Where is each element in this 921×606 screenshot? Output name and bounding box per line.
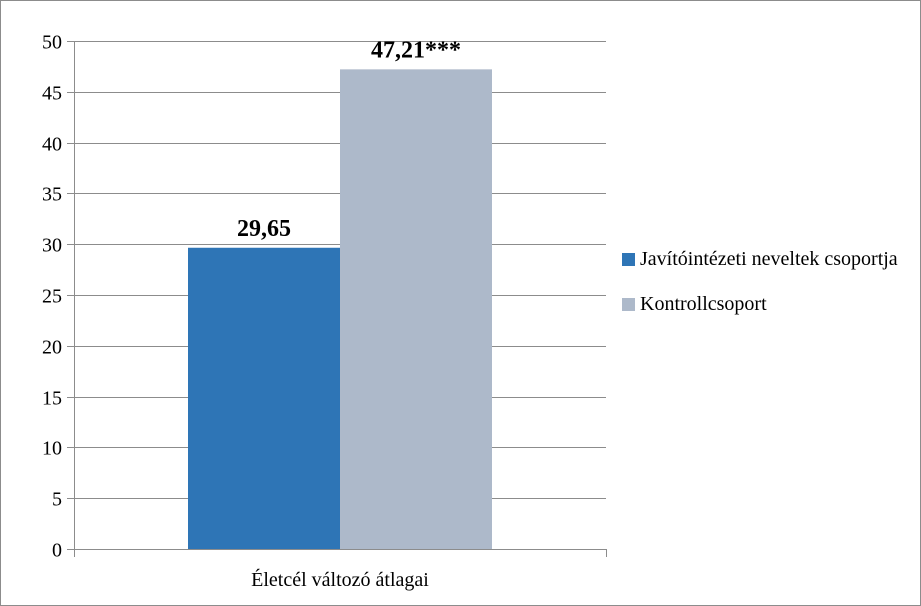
data-labels: 29,65 47,21*** (237, 37, 461, 241)
y-tick-label-0: 0 (52, 540, 62, 562)
legend-label-series-2: Kontrollcsoport (640, 293, 767, 315)
y-tick-label-45: 45 (42, 83, 62, 105)
y-tick-label-25: 25 (42, 286, 62, 308)
y-tick-label-50: 50 (42, 32, 62, 54)
data-label-series-1: 29,65 (237, 216, 291, 242)
legend: Javítóintézeti neveltek csoportja Kontro… (622, 246, 917, 336)
axes (67, 41, 607, 557)
legend-swatch-series-1 (622, 253, 635, 266)
y-tick-label-5: 5 (52, 489, 62, 511)
x-axis-category-labels: Életcél változó átlagai (251, 568, 429, 591)
bars (188, 69, 492, 550)
y-tick-label-15: 15 (42, 388, 62, 410)
y-axis-tick-labels: 0 5 10 15 20 25 30 35 40 45 50 (42, 32, 62, 562)
bar-series-2[interactable] (340, 69, 492, 549)
y-tick-label-40: 40 (42, 134, 62, 156)
data-label-series-2: 47,21*** (371, 37, 461, 63)
legend-item-series-1[interactable]: Javítóintézeti neveltek csoportja (622, 246, 917, 273)
y-tick-label-10: 10 (42, 438, 62, 460)
y-tick-label-35: 35 (42, 184, 62, 206)
y-tick-label-20: 20 (42, 337, 62, 359)
legend-swatch-series-2 (622, 298, 635, 311)
x-category-label-1: Életcél változó átlagai (251, 568, 429, 591)
legend-item-series-2[interactable]: Kontrollcsoport (622, 291, 917, 318)
legend-label-series-1: Javítóintézeti neveltek csoportja (640, 248, 898, 270)
bar-series-1[interactable] (188, 247, 340, 550)
y-tick-label-30: 30 (42, 235, 62, 257)
